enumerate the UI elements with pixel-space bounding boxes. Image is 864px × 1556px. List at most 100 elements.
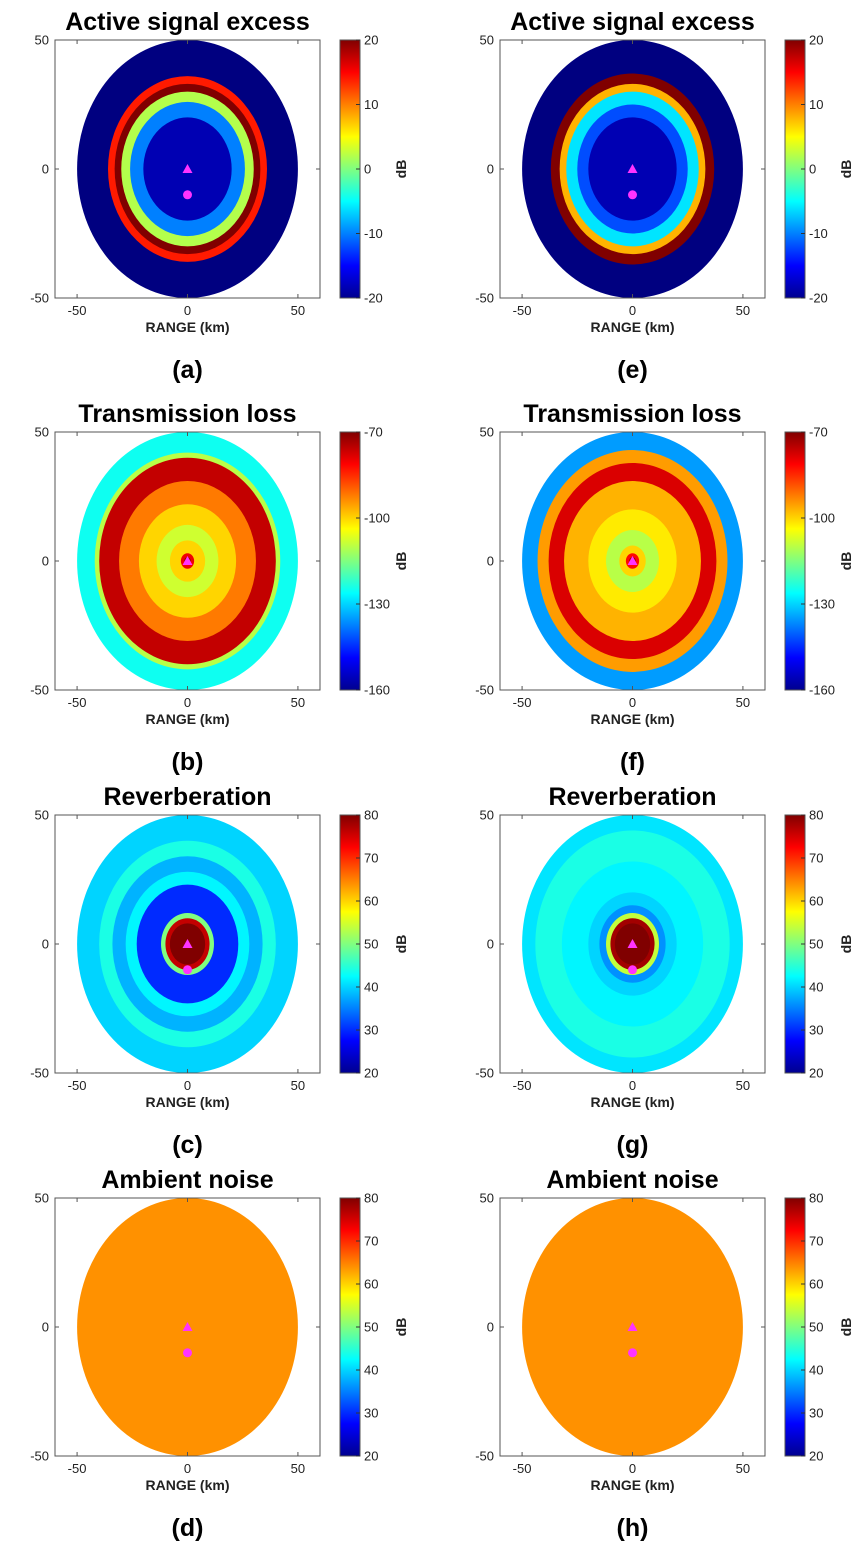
colorbar-tick-label: -20 <box>364 291 383 306</box>
colorbar-tick-label: 60 <box>364 894 378 909</box>
target-marker-circle <box>183 1348 192 1358</box>
chart-panel-g: -50 0 50 50 0 -50 Reverberation RANGE (km) (g) 80… <box>475 783 854 1159</box>
colorbar-tick-label: 60 <box>809 1277 823 1292</box>
target-marker-circle <box>183 190 192 200</box>
y-tick-label: 50 <box>35 808 49 823</box>
colorbar-label: dB <box>393 935 409 954</box>
chart-panel-c: -50 0 50 50 0 -50 Reverberation RANGE (km) (c) 80… <box>30 783 409 1159</box>
chart-title: Reverberation <box>548 783 716 811</box>
x-tick-label: 0 <box>184 695 191 710</box>
x-tick-label: 50 <box>736 1078 750 1093</box>
colorbar-tick-label: 30 <box>364 1023 378 1038</box>
x-tick-label: 50 <box>291 1461 305 1476</box>
x-tick-label: -50 <box>68 695 87 710</box>
y-tick-label: -50 <box>475 1449 494 1464</box>
y-tick-label: -50 <box>30 291 49 306</box>
x-tick-label: 0 <box>629 1078 636 1093</box>
chart-panel-e: -50 0 50 50 0 -50 Active signal excess RANGE (k… <box>475 8 854 384</box>
chart-panel-d: -50 0 50 50 0 -50 Ambient noise RANGE (km) (d) 80… <box>30 1166 409 1542</box>
x-axis-label: RANGE (km) <box>145 1094 229 1110</box>
chart-title: Active signal excess <box>510 8 755 36</box>
target-marker-circle <box>628 1348 637 1358</box>
y-tick-label: -50 <box>30 1066 49 1081</box>
colorbar-label: dB <box>393 1318 409 1337</box>
colorbar-label: dB <box>838 1318 854 1337</box>
colorbar-tick-label: -70 <box>809 425 828 440</box>
colorbar-label: dB <box>393 160 409 179</box>
x-tick-label: -50 <box>513 1461 532 1476</box>
colorbar-tick-label: 80 <box>809 1191 823 1206</box>
colorbar-tick-label: -100 <box>364 511 390 526</box>
x-axis-label: RANGE (km) <box>590 1477 674 1493</box>
colorbar-tick-label: 50 <box>364 937 378 952</box>
colorbar-tick-label: 20 <box>364 1449 378 1464</box>
colorbar-tick-label: 80 <box>364 808 378 823</box>
colorbar-tick-label: 30 <box>809 1406 823 1421</box>
colorbar-tick-label: 40 <box>809 1363 823 1378</box>
colorbar-label: dB <box>393 552 409 571</box>
colorbar-tick-label: -20 <box>809 291 828 306</box>
chart-title: Transmission loss <box>523 400 741 428</box>
colorbar-tick-label: 70 <box>364 1234 378 1249</box>
chart-title: Ambient noise <box>546 1166 718 1194</box>
source-marker-triangle <box>182 164 193 173</box>
colorbar-tick-label: 60 <box>364 1277 378 1292</box>
x-tick-label: 50 <box>736 1461 750 1476</box>
colorbar-tick-label: 0 <box>809 162 816 177</box>
y-tick-label: -50 <box>30 683 49 698</box>
y-tick-label: 0 <box>487 554 494 569</box>
y-tick-label: -50 <box>30 1449 49 1464</box>
y-tick-label: 0 <box>487 937 494 952</box>
x-tick-label: 50 <box>291 303 305 318</box>
chart-panel-b: -50 0 50 50 0 -50 Transmission loss RANGE (km) (… <box>30 400 409 776</box>
target-marker-circle <box>628 190 637 200</box>
colorbar-label: dB <box>838 160 854 179</box>
x-tick-label: -50 <box>513 695 532 710</box>
colorbar-tick-label: 10 <box>364 97 378 112</box>
colorbar-tick-label: 20 <box>364 1066 378 1081</box>
chart-title: Active signal excess <box>65 8 310 36</box>
colorbar-tick-label: -10 <box>809 226 828 241</box>
chart-title: Ambient noise <box>101 1166 273 1194</box>
colorbar-tick-label: 70 <box>364 851 378 866</box>
x-axis-label: RANGE (km) <box>145 319 229 335</box>
panel-label: (c) <box>172 1131 203 1159</box>
x-tick-label: 0 <box>629 695 636 710</box>
panel-label: (g) <box>617 1131 649 1159</box>
source-marker-triangle <box>182 939 193 948</box>
chart-title: Reverberation <box>103 783 271 811</box>
x-axis-label: RANGE (km) <box>590 711 674 727</box>
y-tick-label: 0 <box>42 1320 49 1335</box>
x-tick-label: -50 <box>513 1078 532 1093</box>
y-tick-label: 0 <box>487 1320 494 1335</box>
colorbar-tick-label: 30 <box>364 1406 378 1421</box>
y-tick-label: 50 <box>35 1191 49 1206</box>
target-marker-circle <box>628 965 637 975</box>
y-tick-label: 50 <box>35 33 49 48</box>
y-tick-label: 50 <box>35 425 49 440</box>
colorbar-tick-label: 50 <box>809 1320 823 1335</box>
x-tick-label: -50 <box>68 1461 87 1476</box>
colorbar-tick-label: -160 <box>809 683 835 698</box>
colorbar-tick-label: 10 <box>809 97 823 112</box>
source-marker-triangle <box>627 1322 638 1331</box>
chart-title: Transmission loss <box>78 400 296 428</box>
y-tick-label: 50 <box>480 425 494 440</box>
colorbar-tick-label: 0 <box>364 162 371 177</box>
x-axis-label: RANGE (km) <box>590 1094 674 1110</box>
colorbar-tick-label: 40 <box>809 980 823 995</box>
panel-label: (a) <box>172 356 203 384</box>
colorbar-label: dB <box>838 935 854 954</box>
y-tick-label: 0 <box>487 162 494 177</box>
x-tick-label: -50 <box>68 1078 87 1093</box>
chart-panel-a: -50 0 50 50 0 -50 Active signal excess RANGE (k… <box>30 8 409 384</box>
colorbar-tick-label: 20 <box>364 33 378 48</box>
colorbar-tick-label: 20 <box>809 1449 823 1464</box>
x-tick-label: 50 <box>736 695 750 710</box>
y-tick-label: -50 <box>475 291 494 306</box>
colorbar-tick-label: 70 <box>809 1234 823 1249</box>
source-marker-triangle <box>182 556 193 565</box>
panel-label: (f) <box>620 748 645 776</box>
x-tick-label: 0 <box>184 303 191 318</box>
chart-panel-f: -50 0 50 50 0 -50 Transmission loss RANGE (km) (… <box>475 400 854 776</box>
